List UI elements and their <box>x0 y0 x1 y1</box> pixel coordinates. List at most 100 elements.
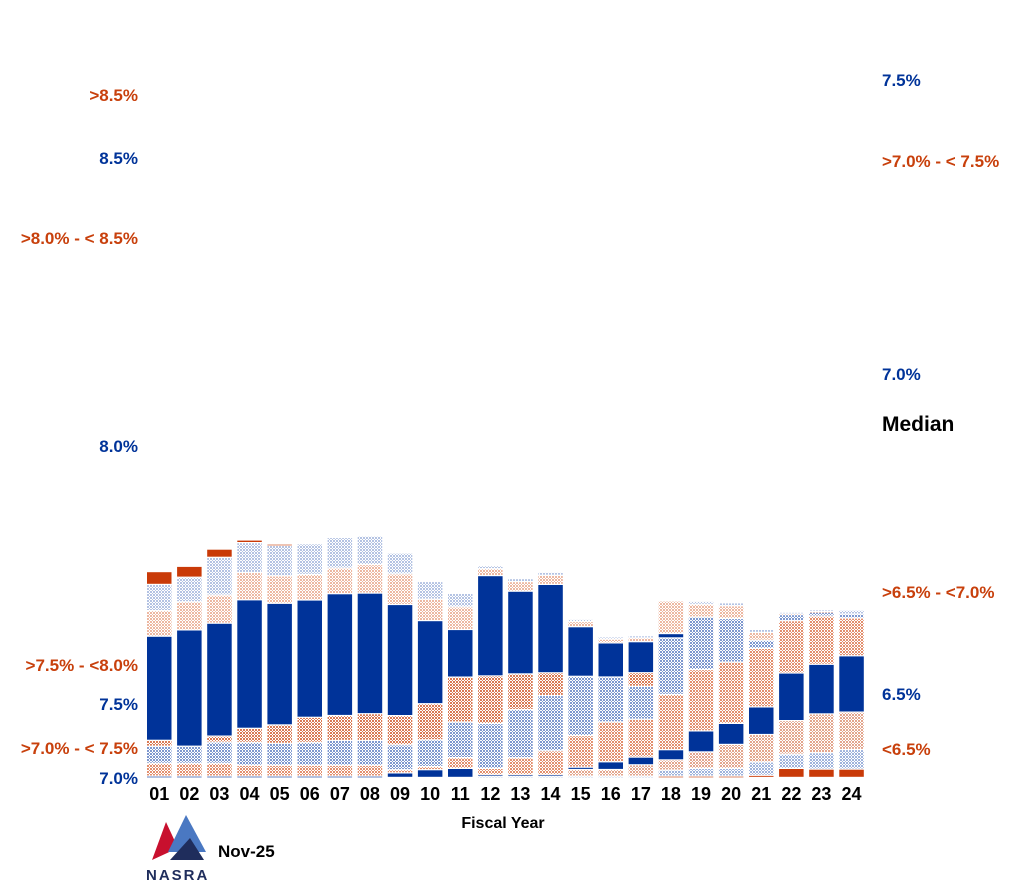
bars-layer <box>147 536 864 778</box>
bar-segment-16-4 <box>598 762 623 769</box>
right-label: 6.5% <box>882 685 921 704</box>
bar-segment-20-5 <box>718 662 744 723</box>
bar-segment-22-1 <box>779 769 804 777</box>
bar-segment-22-5 <box>779 621 804 673</box>
bar-segment-11-5 <box>448 758 473 768</box>
bar-segment-09-10 <box>387 553 413 574</box>
bar-segment-18-9 <box>658 601 684 633</box>
bar-segment-16-8 <box>598 643 623 677</box>
bar-segment-09-9 <box>387 574 413 604</box>
bar-segment-13-5 <box>508 758 533 775</box>
bar-segment-13-8 <box>508 591 533 674</box>
bar-segment-03-5 <box>207 763 232 776</box>
bar-segment-02-5 <box>177 763 202 776</box>
bar-segment-23-6 <box>809 612 834 616</box>
bar-segment-13-7 <box>508 674 533 709</box>
bar-segment-14-5 <box>538 751 563 775</box>
bar-segment-08-6 <box>357 741 383 765</box>
bar-segment-06-6 <box>297 742 322 765</box>
bar-segment-10-9 <box>417 599 443 620</box>
bar-segment-19-9 <box>688 604 714 617</box>
bar-segment-03-9 <box>207 595 232 623</box>
bar-segment-16-2 <box>598 776 623 778</box>
bar-segment-19-3 <box>688 752 714 768</box>
bar-segment-05-6 <box>267 743 292 765</box>
bar-segment-15-9 <box>568 622 593 627</box>
bar-segment-06-5 <box>297 765 322 776</box>
x-tick-label: 08 <box>360 784 380 804</box>
bar-segment-09-4 <box>387 773 413 777</box>
x-tick-label: 19 <box>691 784 711 804</box>
bar-segment-04-5 <box>237 765 262 776</box>
bar-segment-07-8 <box>327 594 353 715</box>
bar-segment-05-8 <box>267 603 292 725</box>
right-label: >7.0% - < 7.5% <box>882 152 999 171</box>
left-band-labels: >8.5% 8.5% >8.0% - < 8.5% 8.0% >7.5% - <8.0%… <box>21 86 138 788</box>
bar-segment-24-2 <box>839 750 864 769</box>
bar-segment-11-4 <box>448 769 473 777</box>
bar-segment-18-4 <box>658 750 684 760</box>
bar-segment-24-6 <box>839 614 864 618</box>
bar-segment-03-7 <box>207 736 232 742</box>
bar-segment-23-9 <box>809 612 834 613</box>
bar-segment-19-5 <box>688 670 714 731</box>
bar-segment-19-2 <box>688 769 714 776</box>
bar-segment-02-6 <box>177 746 202 763</box>
bar-segment-04-10 <box>237 543 262 572</box>
bar-segment-19-10 <box>688 601 714 604</box>
bar-segment-24-5 <box>839 618 864 656</box>
bar-segment-01-7 <box>147 740 172 746</box>
left-label: 7.5% <box>99 695 138 714</box>
x-tick-label: 15 <box>571 784 591 804</box>
bar-segment-04-4 <box>237 776 262 778</box>
bar-segment-18-8 <box>658 634 684 638</box>
x-tick-label: 02 <box>179 784 199 804</box>
median-label: Median <box>882 413 954 436</box>
x-tick-label: 10 <box>420 784 440 804</box>
bar-segment-01-5 <box>147 763 172 776</box>
bar-segment-15-4 <box>568 767 593 769</box>
bar-segment-17-3 <box>628 765 654 776</box>
x-tick-label: 13 <box>510 784 530 804</box>
x-tick-label: 04 <box>240 784 260 804</box>
bar-segment-23-4 <box>809 664 834 714</box>
bar-segment-05-4 <box>267 776 292 778</box>
x-tick-label: 01 <box>149 784 169 804</box>
bar-segment-02-4 <box>177 776 202 778</box>
bar-segment-13-9 <box>508 582 533 591</box>
bar-segment-18-6 <box>658 638 684 694</box>
bar-segment-22-6 <box>779 615 804 621</box>
bar-segment-06-7 <box>297 717 322 742</box>
bar-segment-13-6 <box>508 710 533 758</box>
x-tick-label: 21 <box>751 784 771 804</box>
x-tick-label: 12 <box>480 784 500 804</box>
bar-segment-07-9 <box>327 568 353 594</box>
bar-segment-15-5 <box>568 736 593 767</box>
bar-segment-15-3 <box>568 770 593 776</box>
bar-segment-01-8 <box>147 636 172 740</box>
bar-segment-16-3 <box>598 770 623 776</box>
bar-segment-22-4 <box>779 673 804 720</box>
x-axis-title: Fiscal Year <box>461 815 544 832</box>
bar-segment-03-4 <box>207 776 232 778</box>
bar-segment-10-7 <box>417 704 443 740</box>
bar-segment-23-1 <box>809 769 834 777</box>
bar-segment-23-10 <box>809 610 834 611</box>
bar-segment-16-5 <box>598 722 623 762</box>
bar-segment-10-8 <box>417 621 443 704</box>
bar-segment-11-9 <box>448 607 473 629</box>
bar-segment-01-10 <box>147 585 172 610</box>
right-label: >6.5% - <7.0% <box>882 583 994 602</box>
bar-segment-20-1 <box>718 776 744 778</box>
left-label: 8.5% <box>99 149 138 168</box>
bar-segment-19-6 <box>688 617 714 669</box>
bar-segment-12-2 <box>478 776 503 778</box>
bar-segment-04-11 <box>237 540 262 542</box>
bar-segment-21-3 <box>749 735 774 762</box>
bar-segment-21-1 <box>749 775 774 777</box>
bar-segment-05-7 <box>267 725 292 743</box>
bar-segment-21-5 <box>749 649 774 707</box>
bar-segment-20-6 <box>718 619 744 662</box>
bar-segment-12-9 <box>478 569 503 575</box>
